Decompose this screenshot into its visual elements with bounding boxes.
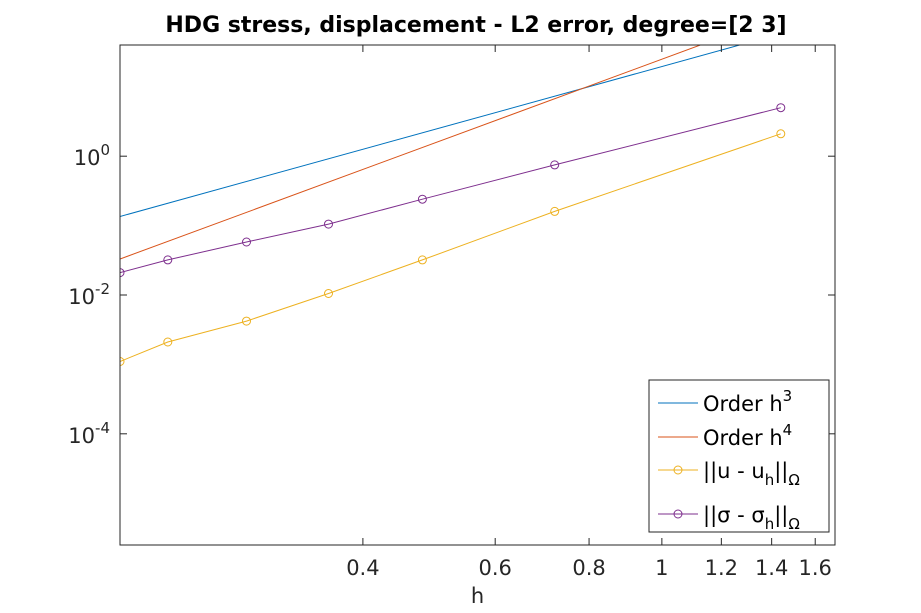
axis-ticks: 0.4 0.6 0.8 1 1.2 1.4 1.6 10-4 10-2 100 — [68, 45, 835, 580]
x-tick-label: 1.4 — [755, 556, 788, 580]
y-tick-label: 10-4 — [68, 419, 110, 448]
series-4-point — [120, 268, 125, 278]
legend: Order h3 Order h4 ||u - uh||Ω ||σ - σh||Ω — [648, 379, 830, 533]
series-line-3 — [120, 133, 781, 362]
x-tick-label: 1.2 — [705, 556, 738, 580]
legend-box — [648, 379, 830, 533]
series-3-point — [417, 255, 427, 265]
x-tick-label: 0.6 — [478, 556, 511, 580]
x-axis-label: h — [471, 584, 484, 608]
x-tick-label: 0.8 — [572, 556, 605, 580]
y-tick-label: 100 — [74, 141, 110, 170]
series-line-1 — [120, 45, 742, 217]
series-3-point — [324, 289, 333, 298]
series-4-point — [550, 160, 560, 170]
legend-entry-label: Order h4 — [703, 421, 792, 450]
legend-entry-label: ||σ - σh||Ω — [703, 503, 800, 533]
x-tick-label: 0.4 — [346, 556, 379, 580]
chart-title: HDG stress, displacement - L2 error, deg… — [165, 13, 786, 38]
series-line-2 — [120, 45, 702, 260]
x-tick-label: 1 — [655, 556, 668, 580]
series-3-point — [120, 357, 125, 366]
series-4-point — [163, 255, 173, 265]
x-tick-label: 1.6 — [799, 556, 832, 580]
legend-marker — [673, 465, 683, 475]
legend-marker — [673, 509, 683, 519]
series-line-4 — [120, 107, 781, 274]
series-4-point — [417, 194, 427, 204]
series-4-point — [242, 237, 251, 247]
y-tick-label: 10-2 — [68, 280, 110, 309]
series-3-point — [776, 129, 786, 139]
series-3-point — [242, 316, 251, 326]
plot-area — [120, 45, 786, 366]
series-3-point — [163, 337, 173, 347]
series-3-point — [550, 206, 560, 216]
legend-entry-label: Order h3 — [703, 387, 792, 416]
legend-entry-label: ||u - uh||Ω — [703, 459, 800, 489]
series-4-point — [776, 103, 786, 113]
series-4-point — [324, 219, 333, 229]
